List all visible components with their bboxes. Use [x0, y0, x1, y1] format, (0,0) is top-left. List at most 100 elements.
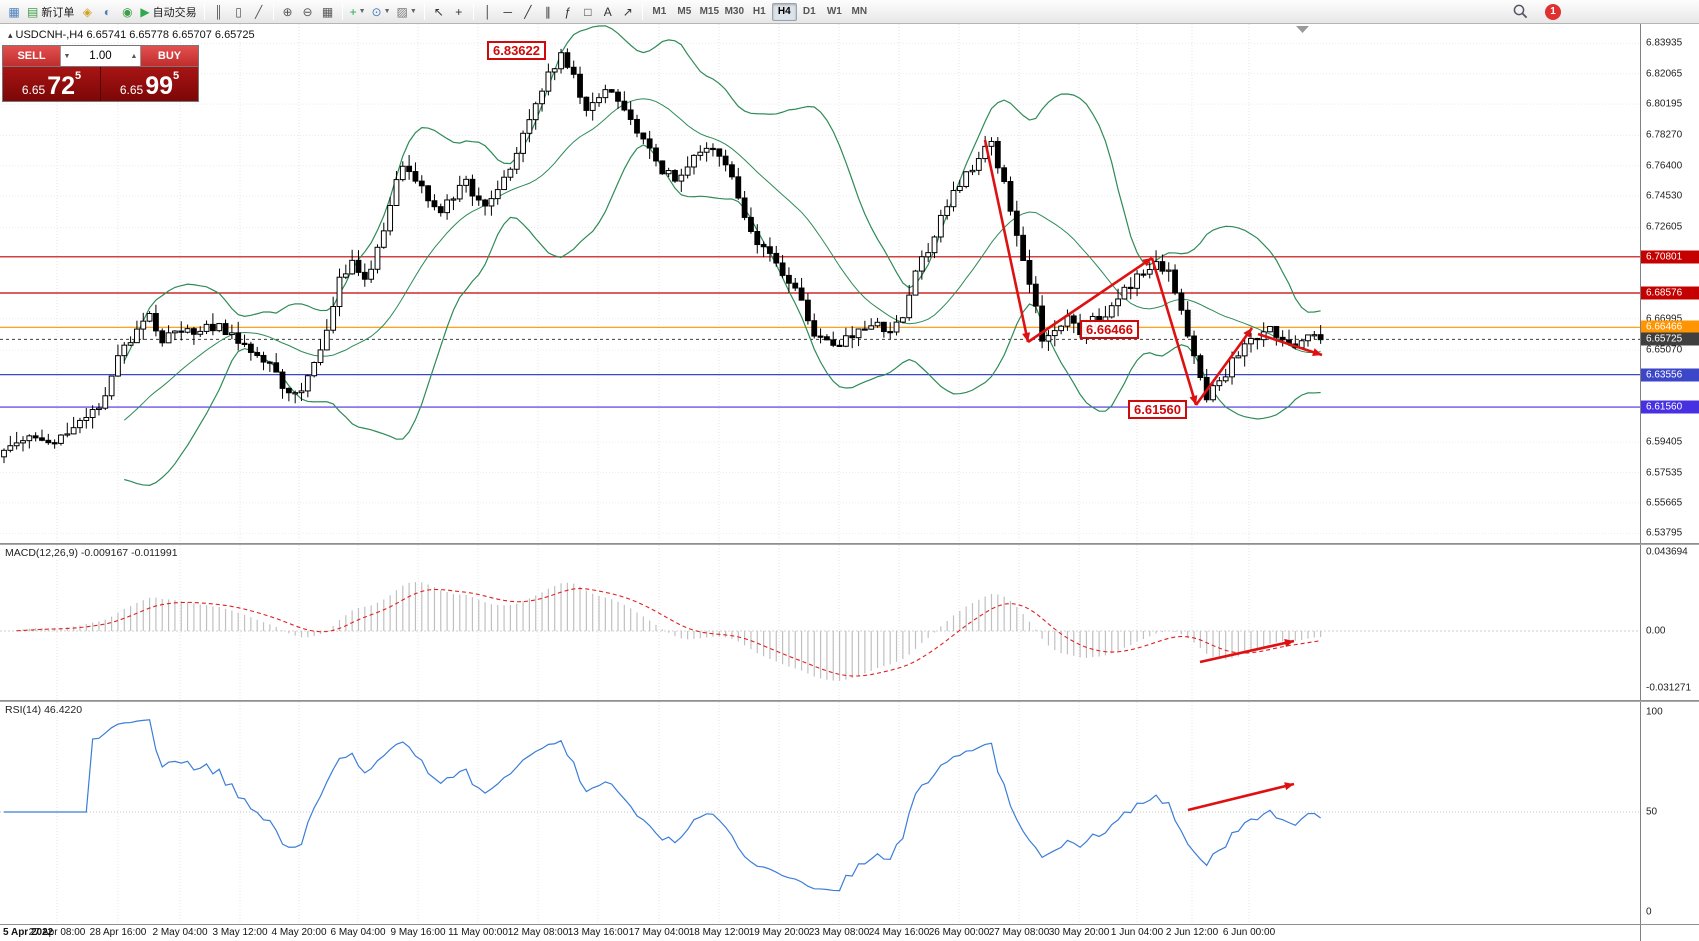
autotrading-button-label: 自动交易 — [152, 6, 197, 19]
annotation-price-label-high[interactable]: 6.83622 — [487, 41, 546, 60]
autotrading-icon: ▶ — [140, 4, 150, 19]
arrows-button[interactable]: ↗ — [618, 2, 638, 22]
zoom-in-button[interactable]: ⊕ — [278, 2, 298, 22]
notification-badge[interactable]: 1 — [1545, 3, 1561, 20]
toolbar-right-group: 1 — [1512, 3, 1561, 20]
time-axis-label: 23 May 08:00 — [808, 927, 870, 938]
timeframe-w1-button[interactable]: W1 — [826, 6, 842, 17]
price-axis-label: 6.59405 — [1646, 436, 1683, 448]
buy-price-display[interactable]: 6.65 99 5 — [101, 67, 198, 101]
period-button[interactable]: ⊙ ▼ — [369, 2, 394, 22]
ohlc-values: 6.65741 6.65778 6.65707 6.65725 — [86, 29, 255, 41]
text-icon: A — [603, 4, 612, 19]
price-axis[interactable]: 6.83935 6.82065 6.80195 6.78270 6.76400 6.745… — [1640, 24, 1699, 941]
macd-panel-canvas[interactable] — [0, 545, 1640, 700]
time-axis-label: 17 May 04:00 — [628, 927, 690, 938]
new-chart-button[interactable]: ▦ — [4, 2, 24, 22]
price-axis-label: 6.72605 — [1646, 221, 1683, 233]
rsi-panel-canvas[interactable] — [0, 702, 1640, 924]
price-axis-label: 6.74530 — [1646, 190, 1683, 202]
sell-price-display[interactable]: 6.65 72 5 — [3, 67, 100, 101]
tile-windows-button[interactable]: ▦ — [318, 2, 338, 22]
autotrading-button[interactable]: ▶ 自动交易 — [137, 2, 199, 22]
toolbar-separator — [203, 3, 205, 20]
time-axis[interactable]: 5 Apr 2022 27 Apr 08:00 28 Apr 16:00 2 May … — [0, 927, 1640, 941]
template-button[interactable]: ▨ ▼ — [394, 2, 420, 22]
price-axis-label: 6.53795 — [1646, 527, 1683, 539]
shapes-icon: □ — [584, 4, 592, 19]
time-axis-label: 30 May 20:00 — [1048, 927, 1110, 938]
trendline-button[interactable]: ╱ — [518, 2, 538, 22]
time-axis-label: 2 Jun 12:00 — [1165, 927, 1219, 938]
sell-price-main: 72 — [47, 72, 76, 100]
price-axis-label: 6.66995 — [1646, 313, 1683, 325]
buy-price-prefix: 6.65 — [119, 83, 144, 97]
panel-separator[interactable] — [0, 543, 1699, 545]
buy-button[interactable]: BUY — [141, 46, 198, 66]
timeframe-h1-button[interactable]: H1 — [752, 6, 766, 17]
zoom-in-icon: ⊕ — [282, 4, 293, 19]
data-window-button[interactable]: ◐ — [97, 2, 117, 22]
timeframe-m5-button[interactable]: M5 — [677, 6, 692, 17]
chevron-down-icon: ▼ — [383, 8, 391, 15]
vertical-line-button[interactable]: │ — [478, 2, 498, 22]
price-axis-label: 6.55665 — [1646, 497, 1683, 509]
toolbar-buttons: ▦ ▤ 新订单 ◈ ◐ ◉ ▶ 自动交易 ║ ▯ ╱ ⊕ ⊖ ▦ + ▼ ⊙ ▼ ▨ ▼ ↖ + │ ─ ╱ ∥ ƒ □ A ↗ M1 M5 M… — [4, 0, 872, 24]
toolbar-separator — [641, 3, 643, 20]
timeframe-h4-button[interactable]: H4 — [771, 2, 797, 21]
line-chart-button[interactable]: ╱ — [249, 2, 269, 22]
timeframe-m15-button[interactable]: M15 — [699, 6, 720, 17]
price-axis-label: 6.82065 — [1646, 68, 1683, 80]
time-axis-label: 26 May 00:00 — [928, 927, 990, 938]
data-window-icon: ◐ — [103, 4, 111, 19]
add-indicator-button[interactable]: + ▼ — [347, 2, 369, 22]
timeframe-d1-button[interactable]: D1 — [802, 6, 816, 17]
crosshair-button[interactable]: + — [449, 2, 469, 22]
shapes-button[interactable]: □ — [578, 2, 598, 22]
time-axis-label: 2 May 04:00 — [152, 927, 208, 938]
volume-field: ▼ 1.00 ▲ — [60, 46, 141, 66]
price-axis-label: 6.76400 — [1646, 160, 1683, 172]
buy-price-sup: 5 — [173, 70, 180, 82]
arrows-icon: ↗ — [622, 4, 633, 19]
market-watch-button[interactable]: ◈ — [77, 2, 97, 22]
price-line-tag: 6.61560 — [1641, 400, 1699, 414]
cursor-button[interactable]: ↖ — [429, 2, 449, 22]
volume-input[interactable]: 1.00 — [89, 50, 112, 62]
cursor-icon: ↖ — [433, 4, 444, 19]
fibonacci-button[interactable]: ƒ — [558, 2, 578, 22]
vertical-line-icon: │ — [484, 4, 492, 19]
navigator-button[interactable]: ◉ — [117, 2, 137, 22]
volume-increase-icon[interactable]: ▲ — [130, 52, 138, 60]
bar-chart-button[interactable]: ║ — [209, 2, 229, 22]
sell-button[interactable]: SELL — [3, 46, 60, 66]
search-icon[interactable] — [1512, 3, 1529, 20]
annotation-price-label-low[interactable]: 6.61560 — [1128, 400, 1187, 419]
channel-button[interactable]: ∥ — [538, 2, 558, 22]
macd-axis-label: 0.043694 — [1646, 546, 1688, 558]
timeframe-m1-button[interactable]: M1 — [652, 6, 667, 17]
horizontal-line-icon: ─ — [503, 4, 513, 19]
timeframe-m30-button[interactable]: M30 — [724, 6, 745, 17]
trend-up-icon: ▴ — [8, 30, 13, 40]
zoom-out-button[interactable]: ⊖ — [298, 2, 318, 22]
toolbar-separator — [423, 3, 425, 20]
fibonacci-icon: ƒ — [564, 4, 572, 19]
crosshair-icon: + — [455, 4, 463, 19]
candlestick-chart-button[interactable]: ▯ — [229, 2, 249, 22]
price-axis-label: 6.78270 — [1646, 129, 1683, 141]
annotation-price-label-mid[interactable]: 6.66466 — [1080, 320, 1139, 339]
symbol-name: USDCNH-,H4 — [15, 29, 84, 41]
text-button[interactable]: A — [598, 2, 618, 22]
panel-separator[interactable] — [0, 700, 1699, 702]
timeframe-mn-button[interactable]: MN — [851, 6, 868, 17]
add-indicator-icon: + — [349, 4, 357, 19]
rsi-axis-label: 100 — [1646, 706, 1663, 718]
horizontal-line-button[interactable]: ─ — [498, 2, 518, 22]
price-chart-canvas[interactable] — [0, 24, 1640, 543]
macd-axis-label: -0.031271 — [1646, 682, 1692, 694]
new-order-button[interactable]: ▤ 新订单 — [24, 2, 77, 22]
navigator-icon: ◉ — [122, 4, 133, 19]
tile-windows-icon: ▦ — [321, 4, 334, 19]
volume-decrease-icon[interactable]: ▼ — [63, 52, 71, 60]
